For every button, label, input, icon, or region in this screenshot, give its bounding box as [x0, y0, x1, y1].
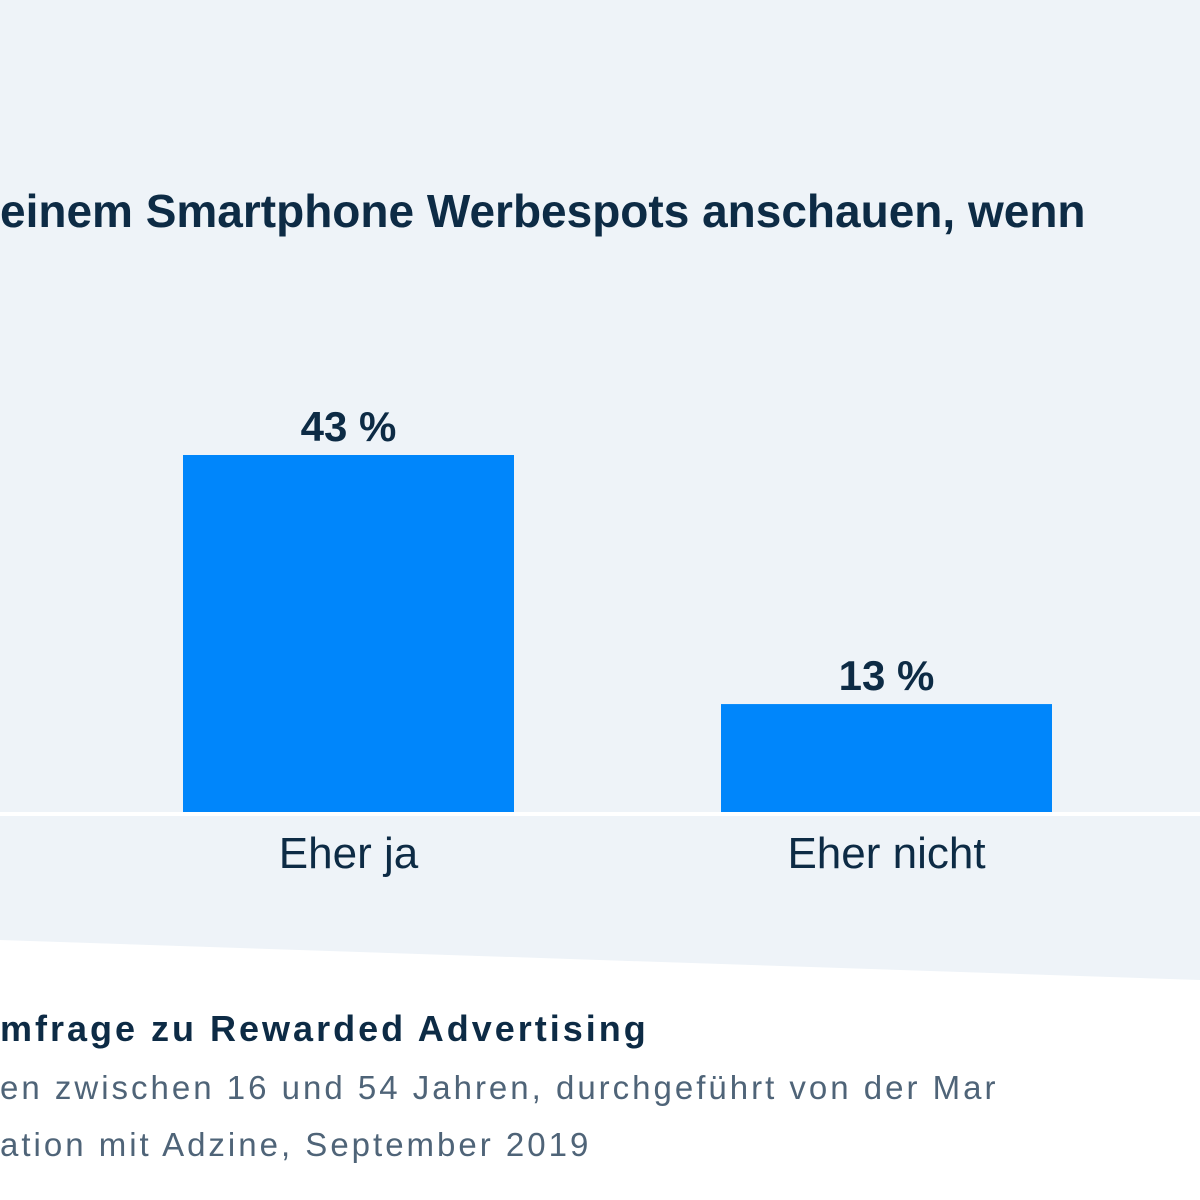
bars-group [183, 455, 1052, 812]
source-title: mfrage zu Rewarded Advertising [0, 1008, 649, 1049]
value-label-eher-nicht: 13 % [839, 652, 935, 699]
category-label-eher-nicht: Eher nicht [787, 829, 985, 878]
source-line-1: en zwischen 16 und 54 Jahren, durchgefüh… [0, 1069, 999, 1106]
value-label-eher-ja: 43 % [301, 403, 397, 450]
chart-title: einem Smartphone Werbespots anschauen, w… [0, 185, 1086, 237]
bar-eher-nicht [721, 704, 1052, 812]
category-label-eher-ja: Eher ja [279, 829, 419, 878]
labels-group: 43 % Eher ja 13 % Eher nicht [279, 403, 986, 878]
source-line-2: ation mit Adzine, September 2019 [0, 1126, 592, 1163]
bar-eher-ja [183, 455, 514, 812]
